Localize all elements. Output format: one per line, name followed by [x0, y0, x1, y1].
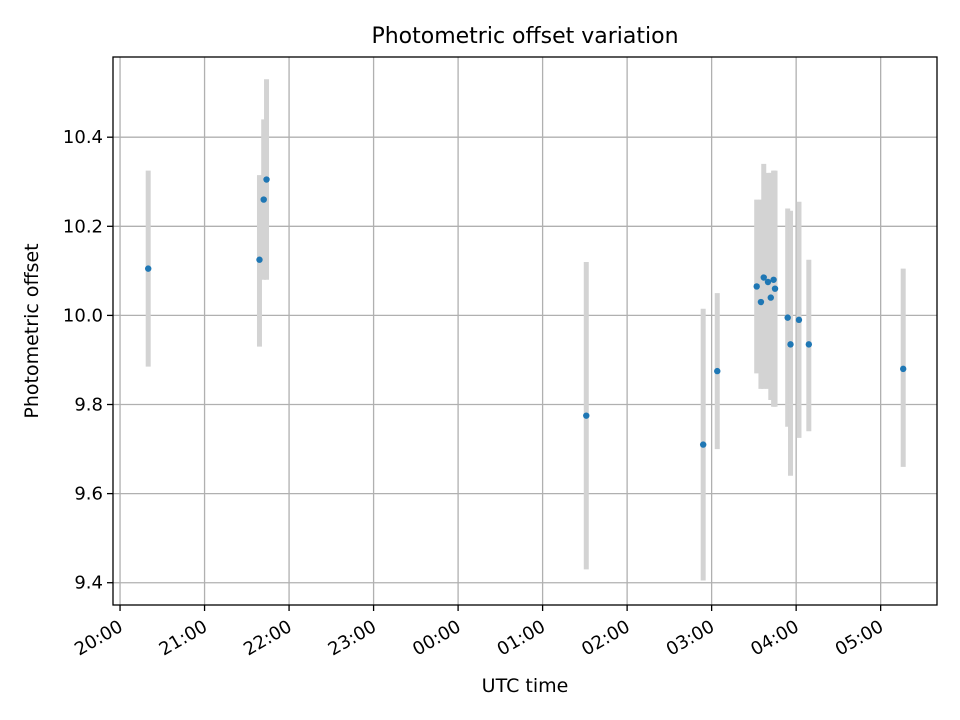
data-point: [784, 314, 791, 321]
x-tick-label: 23:00: [325, 616, 380, 660]
data-point: [757, 298, 765, 306]
x-tick-label: 04:00: [747, 616, 802, 660]
x-tick-label: 21:00: [156, 616, 211, 660]
data-point: [263, 176, 270, 183]
data-point: [770, 276, 777, 283]
data-point: [899, 365, 907, 373]
data-point: [699, 441, 707, 448]
x-tick-label: 05:00: [832, 616, 887, 660]
data-point: [787, 341, 794, 348]
data-point: [764, 278, 772, 286]
error-bars: [145, 79, 906, 581]
x-tick-label: 00:00: [409, 616, 464, 660]
data-point: [714, 367, 721, 375]
x-tick-label: 02:00: [578, 616, 633, 660]
data-point: [256, 256, 263, 263]
chart-title: Photometric offset variation: [371, 24, 678, 49]
data-point: [805, 341, 813, 348]
y-tick-label: 9.8: [74, 395, 103, 416]
y-tick-label: 10.2: [63, 216, 103, 237]
data-points: [145, 176, 907, 448]
y-axis-ticks: 9.4 9.6 9.8 10.0 10.2 10.4: [63, 127, 113, 594]
data-point: [583, 412, 590, 419]
grid-lines: [113, 57, 937, 605]
y-axis-label: Photometric offset: [21, 243, 43, 418]
x-axis-label: UTC time: [482, 675, 569, 697]
x-axis-ticks: 20:00 21:00 22:00 23:00 00:00 01:00 02:00 03:00…: [71, 605, 887, 660]
data-point: [760, 274, 767, 281]
data-point: [753, 283, 760, 290]
data-point: [795, 316, 803, 324]
y-tick-label: 10.0: [63, 305, 103, 326]
y-tick-label: 10.4: [63, 127, 103, 148]
y-tick-label: 9.6: [74, 484, 103, 505]
data-point: [260, 196, 267, 203]
y-tick-label: 9.4: [74, 573, 103, 594]
x-tick-label: 22:00: [240, 616, 295, 660]
plot-area-frame: [112, 56, 938, 606]
data-point: [145, 265, 152, 272]
x-tick-label: 20:00: [71, 616, 126, 660]
data-point: [771, 285, 779, 292]
data-point: [767, 294, 774, 301]
x-tick-label: 01:00: [494, 616, 549, 660]
x-tick-label: 03:00: [663, 616, 718, 660]
